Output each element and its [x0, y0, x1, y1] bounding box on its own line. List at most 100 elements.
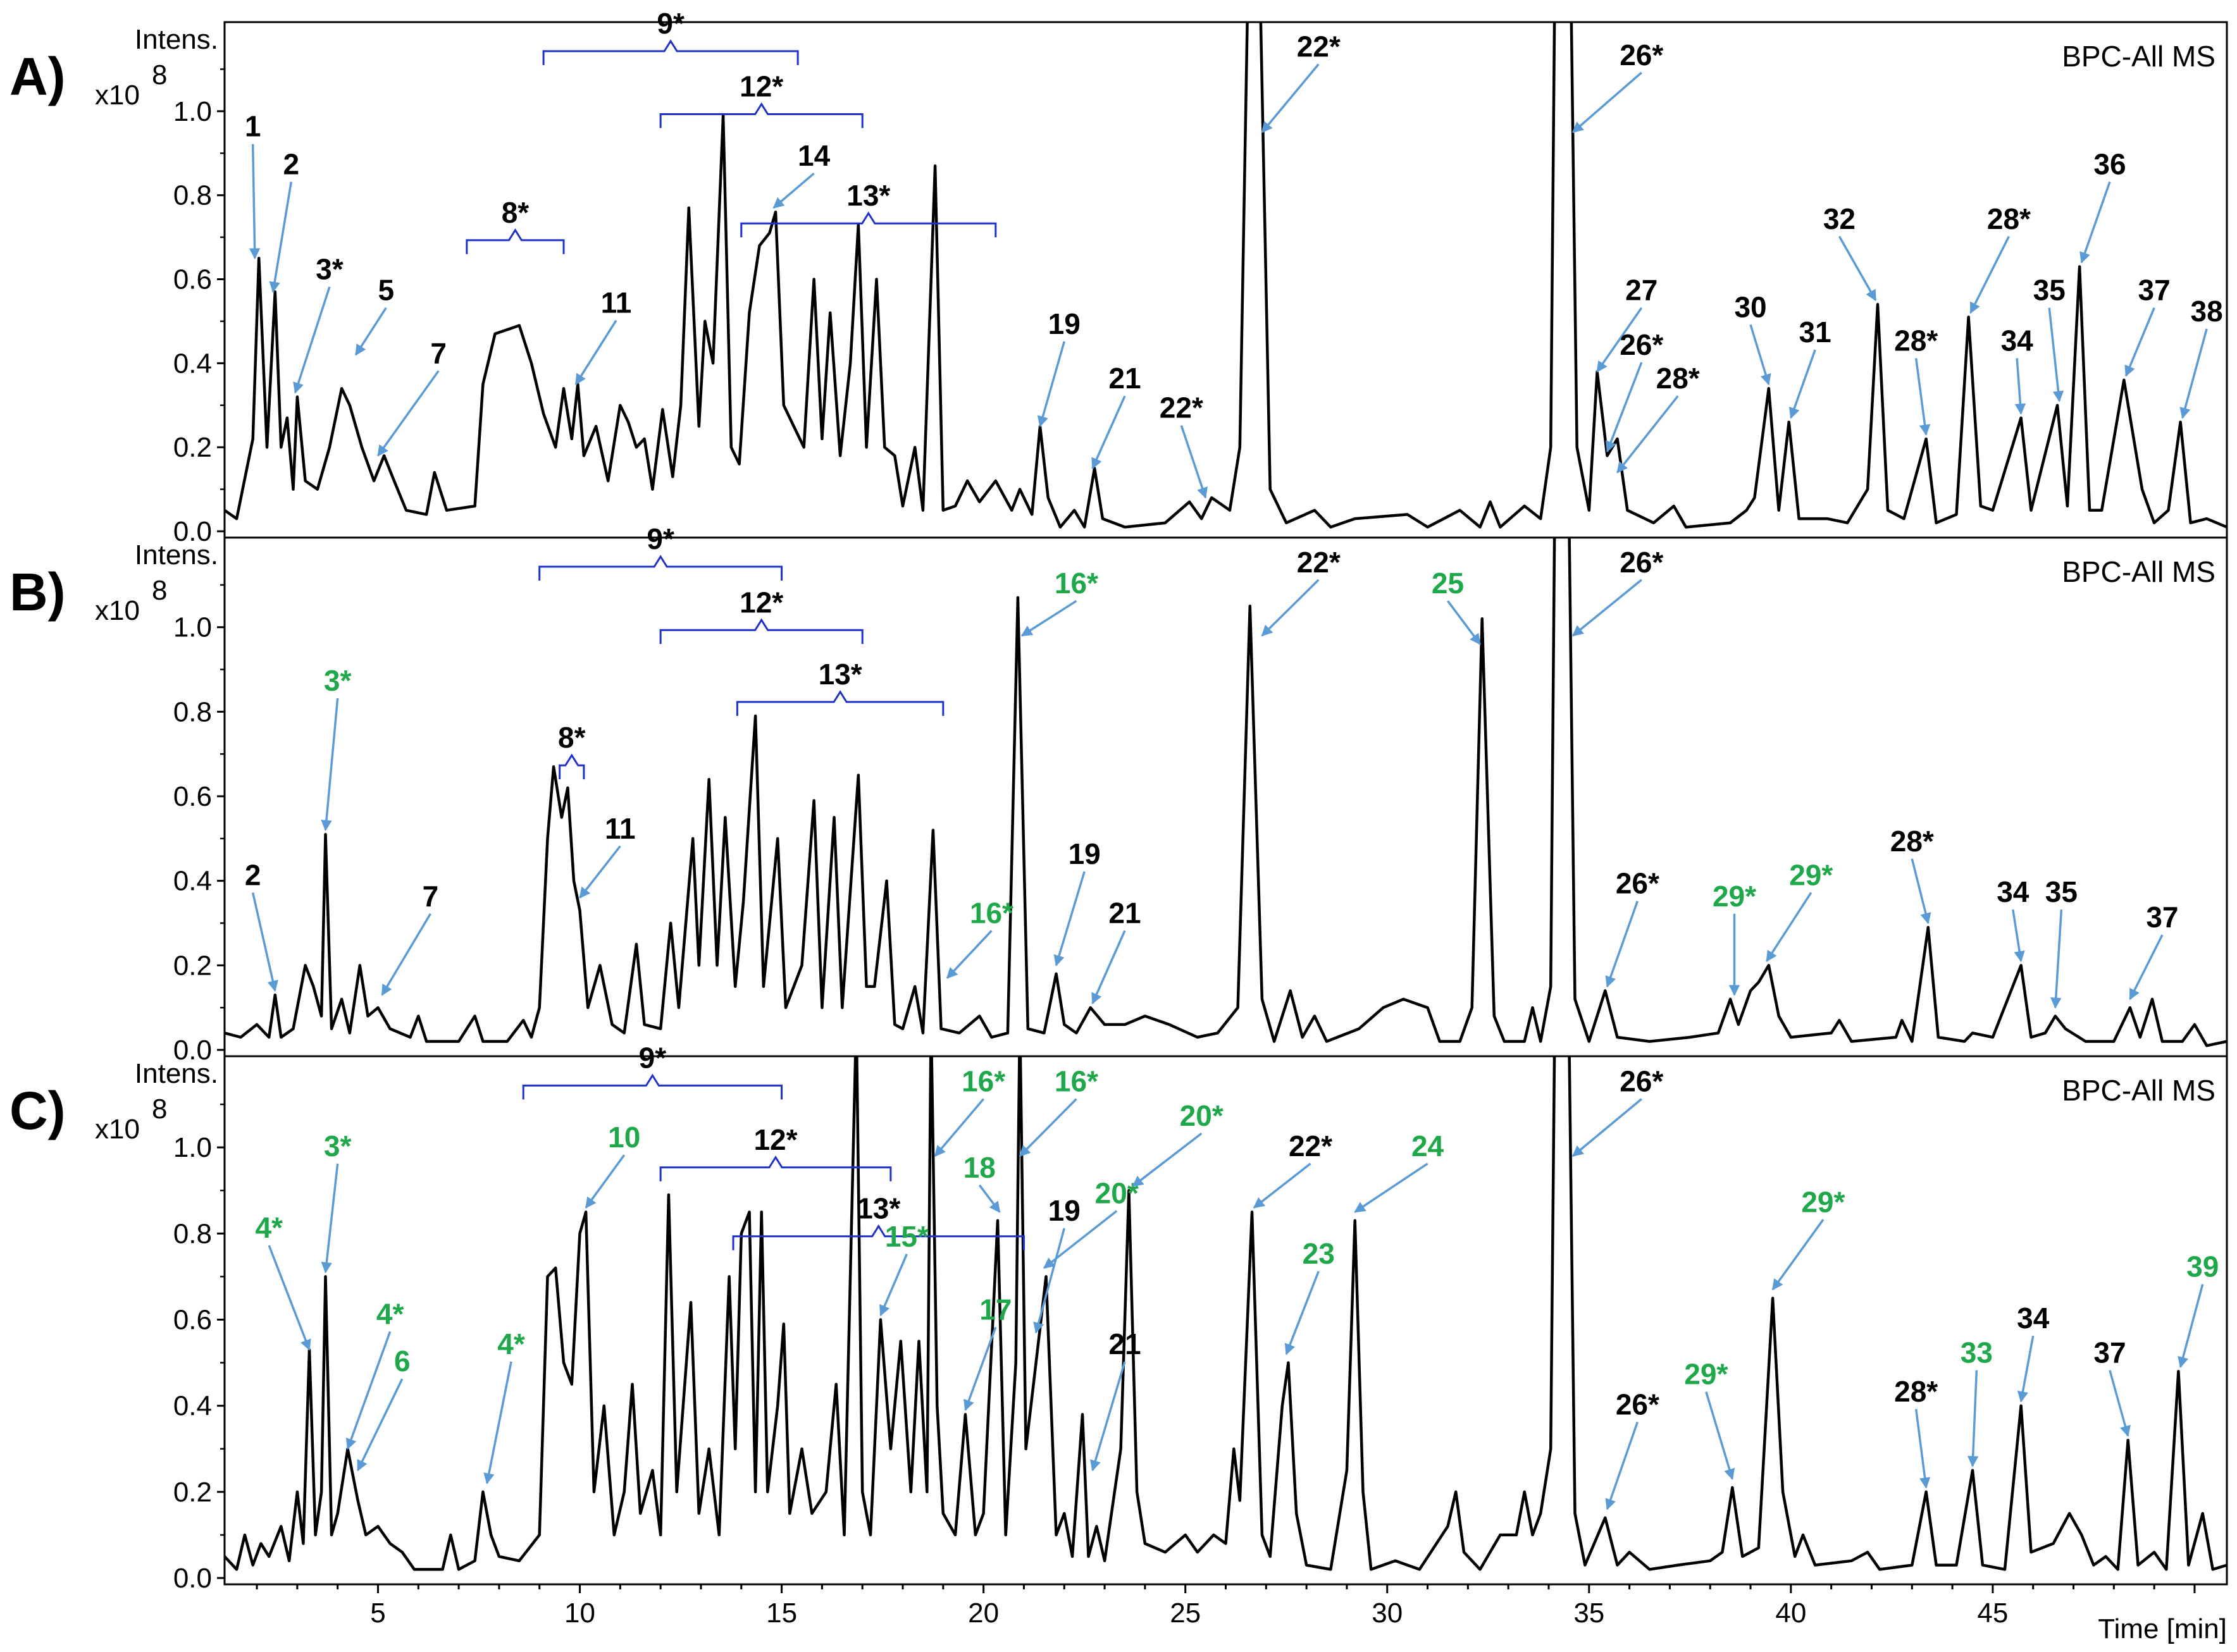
peak-arrow: [1771, 1219, 1825, 1291]
peak-label: 28*: [1656, 362, 1700, 395]
trace-title: BPC-All MS: [2062, 40, 2215, 73]
peak-arrow: [1284, 1271, 1320, 1355]
peak-label: 16*: [970, 897, 1013, 930]
panel-letter: A): [9, 47, 66, 106]
peak-arrow: [1019, 1098, 1077, 1157]
peak-label: 5: [378, 274, 394, 307]
panel-2: B) Intens. x10 8 BPC-All MS 0.0 0.2 0.4 0.6 0.8 1.…: [9, 522, 2228, 1066]
y-tick-label: 1.0: [173, 1132, 212, 1163]
x-tick-label: 40: [1775, 1598, 1806, 1629]
y-axis-exponent: 8: [152, 575, 167, 606]
peak-arrow: [381, 913, 431, 996]
peak-bracket: [659, 618, 864, 644]
peak-label: 36: [2093, 147, 2126, 180]
peak-label: 28*: [1894, 324, 1938, 357]
peak-arrow: [1261, 63, 1320, 133]
peak-label: 22*: [1289, 1130, 1332, 1162]
y-axis-unit: x10: [95, 1114, 140, 1145]
panel-letter: B): [9, 562, 66, 622]
peak-arrow: [1091, 395, 1126, 469]
peak-label: 21: [1108, 897, 1141, 930]
peak-arrow: [2012, 909, 2025, 963]
peak-label: 4*: [255, 1211, 283, 1244]
peak-arrow: [1053, 871, 1086, 967]
peak-label: 26*: [1620, 39, 1663, 71]
peak-arrow: [2048, 307, 2064, 402]
y-tick-label: 0.0: [173, 1563, 212, 1594]
peak-label: 12*: [740, 70, 783, 103]
peak-arrow: [354, 307, 387, 356]
peak-label: 9*: [657, 7, 685, 40]
peak-label: 19: [1048, 1194, 1081, 1227]
y-axis-exponent: 8: [152, 1094, 167, 1125]
trace-title: BPC-All MS: [2062, 555, 2215, 588]
y-axis-exponent: 8: [152, 59, 167, 90]
peak-arrow: [1253, 1162, 1311, 1209]
peak-arrow: [345, 1331, 392, 1450]
peak-label: 16*: [962, 1065, 1005, 1098]
peak-label: 1: [245, 110, 261, 143]
peak-bracket: [740, 211, 997, 238]
peak-arrow: [377, 370, 440, 457]
peak-bracket: [538, 555, 783, 581]
panel-letter: C): [9, 1081, 66, 1140]
peak-label: 3*: [316, 253, 344, 286]
peak-arrow: [2129, 934, 2164, 1001]
peak-label: 21: [1108, 1328, 1141, 1360]
peak-arrow: [1969, 236, 2010, 314]
bpc-trace: [225, 538, 2227, 1047]
peak-label: 4*: [497, 1328, 525, 1360]
peak-label: 27: [1625, 274, 1658, 307]
x-tick-label: 10: [564, 1598, 595, 1629]
peak-label: 28*: [1890, 825, 1934, 858]
peak-label: 12*: [753, 1123, 797, 1156]
peak-label: 35: [2045, 875, 2078, 908]
peak-arrow: [1914, 1409, 1931, 1489]
peak-arrow: [1596, 307, 1643, 373]
peak-label: 19: [1069, 837, 1101, 870]
peak-arrow: [1616, 395, 1679, 474]
peak-arrow: [321, 698, 339, 832]
y-tick-label: 0.8: [173, 696, 212, 727]
peak-arrow: [879, 1254, 908, 1317]
peak-label: 17: [979, 1293, 1012, 1326]
peak-label: 13*: [857, 1192, 900, 1225]
peak-label: 3*: [324, 664, 352, 697]
peak-label: 35: [2033, 274, 2066, 307]
peak-label: 12*: [740, 586, 783, 619]
y-tick-label: 0.0: [173, 1035, 212, 1066]
peak-label: 28*: [1894, 1375, 1938, 1408]
peak-arrow: [1033, 1228, 1065, 1334]
peak-arrow: [1043, 1210, 1118, 1269]
peak-arrow: [1132, 1132, 1203, 1187]
peak-label: 16*: [1055, 567, 1098, 600]
peak-label: 22*: [1297, 30, 1341, 63]
peak-label: 22*: [1160, 391, 1203, 424]
plot-frame: [223, 21, 2228, 539]
peak-label: 31: [1799, 316, 1831, 348]
peak-label: 26*: [1616, 1388, 1659, 1421]
peak-arrow: [1261, 579, 1320, 637]
peak-arrow: [268, 1245, 311, 1351]
y-tick-label: 0.8: [173, 1218, 212, 1249]
peak-label: 29*: [1801, 1185, 1845, 1218]
peak-label: 2: [245, 858, 261, 891]
peak-label: 26*: [1620, 546, 1663, 579]
peak-arrow: [1037, 341, 1065, 428]
x-axis: 5 10 15 20 25 30 35 40 45: [256, 1584, 2196, 1629]
peak-label: 16*: [1055, 1065, 1098, 1098]
peak-arrow: [1749, 324, 1771, 386]
peak-label: 2: [283, 147, 299, 180]
y-axis-label: Intens.: [135, 24, 218, 55]
peak-arrow: [2109, 1370, 2131, 1438]
peak-label: 30: [1734, 290, 1766, 323]
peak-bracket: [466, 228, 565, 254]
y-tick-label: 0.6: [173, 1305, 212, 1336]
x-axis-label: Time [min]: [2098, 1613, 2227, 1644]
peak-arrow: [1571, 71, 1642, 133]
peak-label: 20*: [1180, 1099, 1224, 1132]
peak-label: 9*: [639, 1041, 667, 1074]
peak-label: 38: [2191, 295, 2223, 328]
peak-arrow: [2017, 1335, 2035, 1403]
trace-title: BPC-All MS: [2062, 1074, 2215, 1107]
